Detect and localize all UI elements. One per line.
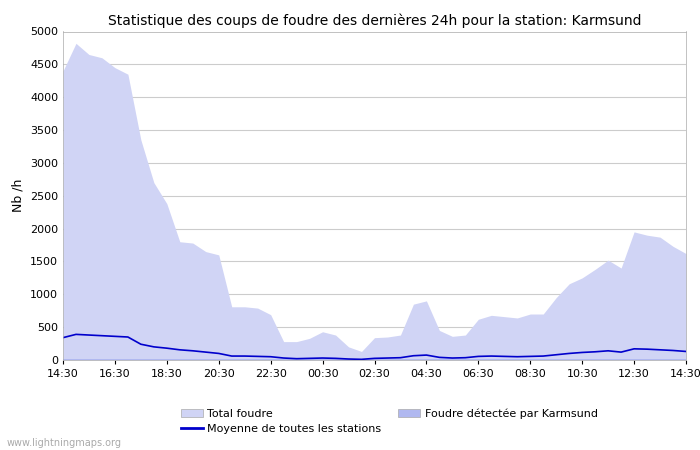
Legend: Total foudre, Moyenne de toutes les stations, Foudre détectée par Karmsund: Total foudre, Moyenne de toutes les stat… <box>181 408 598 434</box>
Title: Statistique des coups de foudre des dernières 24h pour la station: Karmsund: Statistique des coups de foudre des dern… <box>108 13 641 27</box>
Text: www.lightningmaps.org: www.lightningmaps.org <box>7 438 122 448</box>
Y-axis label: Nb /h: Nb /h <box>11 179 25 212</box>
